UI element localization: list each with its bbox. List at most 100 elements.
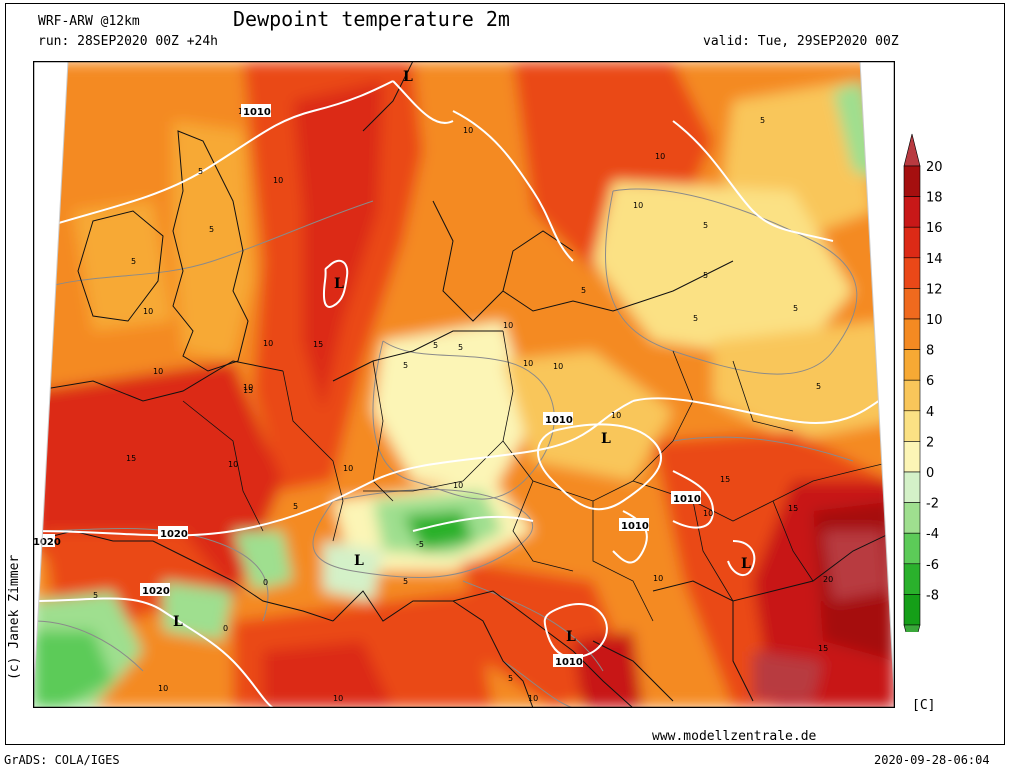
field-label: 10 xyxy=(453,481,463,490)
software-label: GrADS: COLA/IGES xyxy=(4,753,120,767)
field-label: 10 xyxy=(703,509,713,518)
legend-color-box xyxy=(903,441,921,473)
field-label: 15 xyxy=(313,340,323,349)
field-label: 5 xyxy=(703,221,708,230)
legend-top-arrow xyxy=(903,133,921,167)
run-label: run: 28SEP2020 00Z +24h xyxy=(38,34,219,49)
timestamp-label: 2020-09-28-06:04 xyxy=(874,753,990,767)
legend-tick-label: 2 xyxy=(926,435,934,450)
field-label: 5 xyxy=(760,116,765,125)
field-label: 15 xyxy=(126,454,136,463)
isobar-label: 1010 xyxy=(673,494,701,505)
field-label: 10 xyxy=(463,126,473,135)
field-label: 5 xyxy=(93,591,98,600)
field-label: 5 xyxy=(458,343,463,352)
field-label: 10 xyxy=(653,574,663,583)
field-label: 15 xyxy=(818,644,828,653)
legend-tick-label: -2 xyxy=(926,497,939,512)
low-pressure-marker: L xyxy=(354,553,364,569)
legend-color-box xyxy=(903,471,921,503)
field-label: 10 xyxy=(611,411,621,420)
legend-color-box xyxy=(903,288,921,320)
field-label: 10 xyxy=(273,176,283,185)
field-label: 5 xyxy=(403,577,408,586)
field-label: 20 xyxy=(823,575,833,584)
legend-color-box xyxy=(903,532,921,565)
field-label: 5 xyxy=(403,361,408,370)
legend-color-box xyxy=(903,318,921,350)
field-label: 10 xyxy=(158,684,168,693)
field-label: 10 xyxy=(503,321,513,330)
copyright-credit: (c) Janek Zimmer xyxy=(7,554,22,680)
field-label: 15 xyxy=(243,386,253,395)
map-title: Dewpoint temperature 2m xyxy=(233,7,510,31)
legend-tick-label: 16 xyxy=(926,221,943,236)
legend-tick-label: -4 xyxy=(926,527,939,542)
low-pressure-marker: L xyxy=(334,276,344,292)
field-label: 5 xyxy=(293,502,298,511)
legend-color-box xyxy=(903,563,921,595)
isobar-label: 1010 xyxy=(243,107,271,118)
website-label: www.modellzentrale.de xyxy=(652,729,817,744)
legend-tick-label: 6 xyxy=(926,374,934,389)
field-label: 5 xyxy=(131,257,136,266)
field-label: 5 xyxy=(198,167,203,176)
legend-bottom-arrow xyxy=(903,624,921,632)
coastlines xyxy=(33,61,895,708)
isobar-label: 1010 xyxy=(555,657,583,668)
field-label: 10 xyxy=(143,307,153,316)
field-label: 15 xyxy=(720,475,730,484)
isobar-label: 1020 xyxy=(142,586,170,597)
plot-frame xyxy=(5,3,1005,745)
low-pressure-marker: L xyxy=(173,614,183,630)
legend-color-box xyxy=(903,594,921,626)
model-label: WRF-ARW @12km xyxy=(38,14,140,29)
valid-time-label: valid: Tue, 29SEP2020 00Z xyxy=(703,34,899,49)
legend-colorbar xyxy=(903,133,921,632)
low-pressure-marker: L xyxy=(601,431,611,447)
legend-tick-label: -6 xyxy=(926,558,939,573)
legend-color-box xyxy=(903,165,921,197)
field-label: 5 xyxy=(581,286,586,295)
field-label: 10 xyxy=(633,201,643,210)
field-label: 0 xyxy=(263,578,268,587)
legend-color-box xyxy=(903,410,921,442)
legend-tick-label: 10 xyxy=(926,313,943,328)
field-label: 5 xyxy=(703,271,708,280)
field-label: 10 xyxy=(523,359,533,368)
legend-color-box xyxy=(903,502,921,534)
legend-tick-label: 4 xyxy=(926,405,934,420)
field-label: 5 xyxy=(793,304,798,313)
isobar-label: 1010 xyxy=(545,415,573,426)
dewpoint-map: 10 10 5 5 5 10 10 10 10 15 15 15 10 10 5… xyxy=(33,61,895,708)
dewpoint-isolines xyxy=(33,188,858,708)
legend-color-box xyxy=(903,196,921,228)
field-label: 10 xyxy=(528,694,538,703)
legend-color-box xyxy=(903,257,921,289)
legend-color-box xyxy=(903,379,921,412)
isobar-label: 1020 xyxy=(160,529,188,540)
field-label: 10 xyxy=(243,383,253,392)
legend-tick-label: 18 xyxy=(926,191,943,206)
isobar-labels: 1010 1010 1010 1010 1010 1020 1020 1020 xyxy=(33,104,701,668)
legend-tick-label: 8 xyxy=(926,344,934,359)
legend-tick-label: 12 xyxy=(926,282,943,297)
field-label: 0 xyxy=(223,624,228,633)
legend-color-box xyxy=(903,349,921,381)
dewpoint-field xyxy=(33,61,895,708)
legend-unit: [C] xyxy=(912,698,936,713)
legend-tick-label: -8 xyxy=(926,588,939,603)
field-label: -5 xyxy=(416,540,424,549)
field-label: 10 xyxy=(553,362,563,371)
field-label: 5 xyxy=(433,341,438,350)
legend-tick-label: 14 xyxy=(926,252,943,267)
low-pressure-marker: L xyxy=(566,629,576,645)
field-label: 10 xyxy=(343,464,353,473)
isobar-label: 1010 xyxy=(621,521,649,532)
isobar-label: 1020 xyxy=(33,537,61,548)
legend-tick-label: 20 xyxy=(926,160,943,175)
field-label: 10 xyxy=(228,460,238,469)
legend-color-box xyxy=(903,226,921,259)
